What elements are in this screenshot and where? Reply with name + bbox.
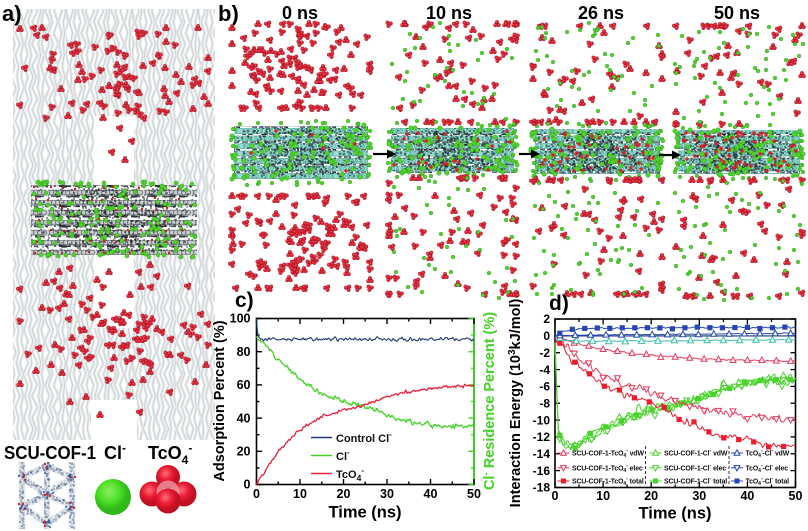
svg-text:50 ns: 50 ns [714, 3, 760, 23]
svg-text:26 ns: 26 ns [578, 3, 624, 23]
svg-text:30: 30 [692, 489, 706, 503]
svg-text:50: 50 [789, 489, 803, 503]
svg-text:TcO4-: TcO4- [148, 441, 192, 467]
svg-text:c): c) [235, 289, 254, 312]
svg-text:10 ns: 10 ns [426, 3, 472, 23]
svg-text:TcO4--Cl- vdW: TcO4--Cl- vdW [746, 448, 790, 459]
svg-text:SCU-COF-1-TcO4- elec: SCU-COF-1-TcO4- elec [572, 463, 643, 474]
svg-text:0: 0 [244, 478, 251, 492]
svg-text:Control Cl-: Control Cl- [336, 430, 392, 445]
svg-text:SCU-COF-1-Cl- elec: SCU-COF-1-Cl- elec [664, 463, 726, 473]
svg-text:TcO4-: TcO4- [336, 466, 364, 483]
svg-text:20: 20 [644, 489, 658, 503]
svg-text:80: 80 [237, 345, 251, 359]
svg-text:-10: -10 [533, 413, 551, 427]
svg-text:60: 60 [237, 378, 251, 392]
svg-text:-8: -8 [539, 396, 550, 410]
svg-text:40: 40 [424, 487, 438, 501]
svg-text:20: 20 [337, 487, 351, 501]
svg-text:SCU-COF-1: SCU-COF-1 [4, 443, 96, 463]
svg-text:50: 50 [467, 487, 481, 501]
svg-text:20: 20 [237, 445, 251, 459]
svg-text:-16: -16 [533, 464, 551, 478]
svg-text:40: 40 [740, 489, 754, 503]
svg-text:40: 40 [237, 411, 251, 425]
svg-text:Interaction Energy (103kJ/mol): Interaction Energy (103kJ/mol) [507, 299, 524, 508]
svg-text:SCU-COF-1-Cl- vdW: SCU-COF-1-Cl- vdW [664, 448, 728, 458]
svg-text:2: 2 [543, 312, 550, 326]
svg-text:Time (ns): Time (ns) [328, 504, 401, 522]
svg-text:Cl-: Cl- [336, 448, 350, 463]
svg-text:d): d) [549, 292, 569, 315]
svg-text:-4: -4 [539, 363, 550, 377]
svg-text:100: 100 [230, 312, 251, 326]
svg-text:-14: -14 [533, 447, 551, 461]
svg-text:0: 0 [552, 489, 559, 503]
svg-text:a): a) [2, 1, 22, 26]
svg-text:0 ns: 0 ns [282, 3, 318, 23]
svg-text:SCU-COF-1-TcO4- vdW: SCU-COF-1-TcO4- vdW [572, 448, 644, 459]
svg-text:Adsorption Percent (%): Adsorption Percent (%) [212, 320, 228, 481]
svg-text:Time (ns): Time (ns) [638, 505, 711, 523]
svg-text:0: 0 [543, 329, 550, 343]
svg-text:Cl- Residence Percent (%): Cl- Residence Percent (%) [481, 312, 498, 490]
svg-text:-18: -18 [533, 481, 551, 495]
svg-text:SCU-COF-1-Cl- total: SCU-COF-1-Cl- total [664, 476, 727, 486]
svg-text:b): b) [218, 1, 239, 26]
svg-text:0: 0 [253, 487, 260, 501]
svg-text:TcO4--Cl- elec: TcO4--Cl- elec [746, 463, 789, 474]
svg-text:-2: -2 [539, 346, 550, 360]
svg-text:SCU-COF-1-TcO4- total: SCU-COF-1-TcO4- total [572, 476, 644, 487]
svg-text:Cl-: Cl- [104, 441, 126, 463]
svg-text:-12: -12 [533, 430, 551, 444]
svg-text:TcO4--Cl- total: TcO4--Cl- total [746, 476, 790, 487]
svg-text:30: 30 [380, 487, 394, 501]
svg-text:10: 10 [293, 487, 307, 501]
svg-text:-6: -6 [539, 380, 550, 394]
svg-text:10: 10 [596, 489, 610, 503]
